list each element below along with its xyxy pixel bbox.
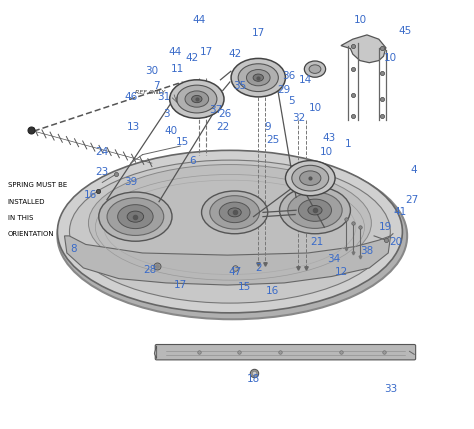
Ellipse shape bbox=[191, 95, 202, 103]
Text: 4: 4 bbox=[411, 165, 418, 175]
Text: 17: 17 bbox=[173, 280, 187, 290]
Text: 6: 6 bbox=[189, 156, 195, 166]
Text: 7: 7 bbox=[154, 81, 160, 91]
Text: 42: 42 bbox=[228, 49, 241, 59]
Text: 47: 47 bbox=[228, 267, 241, 277]
Polygon shape bbox=[341, 35, 386, 63]
Text: 46: 46 bbox=[124, 92, 137, 102]
Text: 11: 11 bbox=[171, 64, 184, 74]
Text: 16: 16 bbox=[84, 190, 97, 200]
Text: INSTALLED: INSTALLED bbox=[8, 199, 46, 205]
Text: 10: 10 bbox=[320, 148, 333, 157]
Ellipse shape bbox=[280, 187, 350, 234]
Ellipse shape bbox=[57, 152, 407, 319]
Text: 41: 41 bbox=[393, 207, 407, 218]
Text: 24: 24 bbox=[96, 148, 109, 157]
Text: 43: 43 bbox=[322, 133, 336, 142]
Text: 42: 42 bbox=[185, 54, 199, 63]
Ellipse shape bbox=[70, 160, 390, 303]
Text: 16: 16 bbox=[266, 287, 279, 296]
Ellipse shape bbox=[57, 150, 402, 313]
Text: 17: 17 bbox=[252, 28, 265, 38]
Ellipse shape bbox=[299, 199, 331, 221]
Text: 45: 45 bbox=[398, 26, 411, 36]
Text: 21: 21 bbox=[311, 237, 324, 247]
Ellipse shape bbox=[89, 165, 371, 281]
Text: 10: 10 bbox=[309, 103, 321, 112]
Text: 15: 15 bbox=[237, 282, 251, 292]
Text: 15: 15 bbox=[176, 137, 189, 147]
Ellipse shape bbox=[219, 202, 250, 223]
Ellipse shape bbox=[308, 205, 322, 215]
Ellipse shape bbox=[210, 196, 259, 229]
Text: ORIENTATION: ORIENTATION bbox=[8, 231, 55, 237]
Polygon shape bbox=[64, 236, 391, 285]
Text: 44: 44 bbox=[192, 15, 206, 25]
Text: 36: 36 bbox=[283, 70, 296, 81]
Text: 17: 17 bbox=[200, 47, 213, 57]
Text: 27: 27 bbox=[405, 194, 419, 205]
Ellipse shape bbox=[201, 191, 268, 234]
Ellipse shape bbox=[118, 205, 153, 229]
Text: 20: 20 bbox=[389, 237, 402, 247]
Ellipse shape bbox=[285, 160, 335, 196]
Text: 25: 25 bbox=[266, 135, 279, 145]
Ellipse shape bbox=[253, 74, 264, 82]
Text: 30: 30 bbox=[146, 66, 158, 76]
Ellipse shape bbox=[288, 192, 342, 228]
Ellipse shape bbox=[231, 58, 285, 97]
Text: 28: 28 bbox=[143, 265, 156, 275]
Text: 44: 44 bbox=[169, 47, 182, 57]
Text: SPRING MUST BE: SPRING MUST BE bbox=[8, 182, 67, 188]
Text: 14: 14 bbox=[299, 75, 312, 85]
Text: 10: 10 bbox=[384, 54, 397, 63]
Text: IN THIS: IN THIS bbox=[8, 215, 33, 221]
Text: 10: 10 bbox=[353, 15, 366, 25]
Text: 3: 3 bbox=[163, 109, 169, 119]
Text: 37: 37 bbox=[209, 105, 222, 115]
Ellipse shape bbox=[300, 171, 321, 185]
Ellipse shape bbox=[238, 64, 278, 91]
Text: 33: 33 bbox=[384, 384, 397, 394]
Ellipse shape bbox=[228, 208, 241, 217]
Text: 13: 13 bbox=[127, 122, 140, 132]
Polygon shape bbox=[155, 346, 156, 359]
Text: REF ONLY: REF ONLY bbox=[136, 90, 165, 95]
Text: 23: 23 bbox=[96, 167, 109, 177]
Ellipse shape bbox=[246, 69, 270, 86]
Text: 39: 39 bbox=[124, 178, 137, 187]
Text: 12: 12 bbox=[334, 267, 347, 277]
Ellipse shape bbox=[309, 65, 321, 73]
Text: 1: 1 bbox=[345, 139, 351, 149]
Ellipse shape bbox=[170, 80, 224, 118]
Text: 29: 29 bbox=[278, 85, 291, 96]
Ellipse shape bbox=[304, 61, 326, 77]
Text: 32: 32 bbox=[292, 113, 305, 123]
Text: 31: 31 bbox=[157, 92, 170, 102]
Ellipse shape bbox=[177, 85, 217, 113]
Text: 2: 2 bbox=[255, 263, 262, 273]
Text: 19: 19 bbox=[379, 222, 392, 233]
FancyBboxPatch shape bbox=[155, 344, 416, 360]
Text: 9: 9 bbox=[264, 122, 271, 132]
Text: 35: 35 bbox=[233, 81, 246, 91]
Text: 18: 18 bbox=[247, 374, 260, 384]
Ellipse shape bbox=[185, 91, 209, 107]
Ellipse shape bbox=[107, 198, 164, 236]
Ellipse shape bbox=[127, 211, 144, 222]
Text: 5: 5 bbox=[288, 96, 295, 106]
Text: 22: 22 bbox=[216, 122, 229, 132]
Ellipse shape bbox=[99, 192, 172, 241]
Text: 34: 34 bbox=[327, 254, 340, 264]
Ellipse shape bbox=[292, 165, 328, 191]
Text: 38: 38 bbox=[360, 246, 374, 256]
Text: 8: 8 bbox=[71, 244, 77, 254]
Text: 26: 26 bbox=[219, 109, 232, 119]
Text: 40: 40 bbox=[164, 126, 177, 136]
